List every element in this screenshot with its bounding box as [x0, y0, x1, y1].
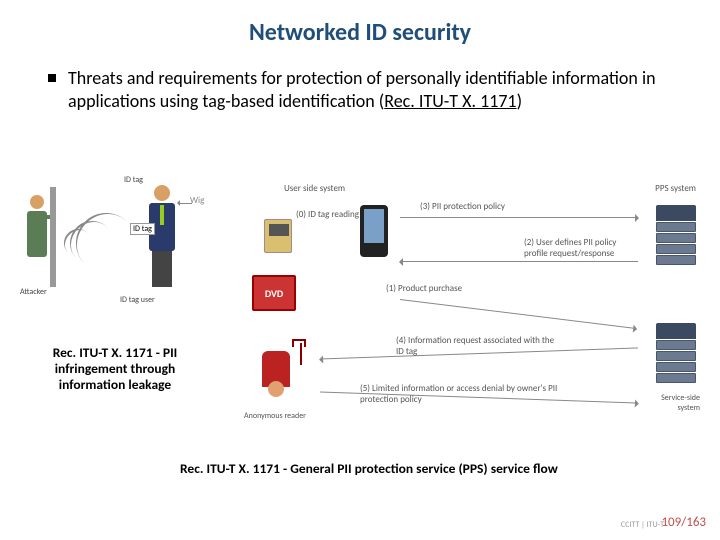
right-scene-pps-flow: User side system PPS system Service-side… [240, 183, 700, 433]
wig-label: Wig [190, 195, 204, 206]
flow-label-1: (1) Product purchase [386, 283, 462, 294]
leakage-caption: Rec. ITU-T X. 1171 - PII infringement th… [20, 345, 210, 394]
flow-caption: Rec. ITU-T X. 1171 - General PII protect… [180, 460, 558, 477]
left-scene-leakage: Attacker ID tag ID tag Wig ID tag user R… [20, 175, 230, 325]
slide-title: Networked ID security [0, 0, 720, 67]
figure-area: Attacker ID tag ID tag Wig ID tag user R… [20, 165, 700, 455]
arrow-purchase-icon [400, 299, 636, 329]
bullet-post: ) [517, 90, 522, 112]
bullet-text: Threats and requirements for protection … [68, 67, 672, 112]
flow-label-3: (3) PII protection policy [420, 201, 505, 212]
dvd-icon: DVD [252, 275, 296, 311]
rf-waves-icon [64, 199, 120, 279]
pps-server-icon [656, 205, 698, 266]
wall-icon [50, 187, 56, 287]
anonymous-reader-icon [256, 351, 296, 407]
rec-link[interactable]: Rec. ITU-T X. 1171 [384, 90, 516, 112]
bullet-pre: Threats and requirements for protection … [68, 67, 656, 112]
anonymous-reader-label: Anonymous reader [240, 411, 310, 421]
idtag-label: ID tag [130, 223, 155, 235]
page-number: 109/163 [661, 515, 706, 530]
wig-arrow-icon [178, 203, 192, 204]
flow-label-5: (5) Limited information or access denial… [360, 383, 560, 405]
bullet-block: Threats and requirements for protection … [0, 67, 720, 112]
attacker-label: Attacker [20, 287, 47, 297]
flow-label-0: (0) ID tag reading [296, 209, 359, 220]
arrow-userdef-icon [400, 261, 638, 262]
idtag-top-label: ID tag [124, 175, 143, 185]
user-label: ID tag user [120, 295, 155, 305]
pps-system-label: PPS system [655, 183, 696, 194]
id-reader-icon [264, 219, 292, 253]
service-server-icon [656, 323, 698, 384]
flow-label-4: (4) Information request associated with … [396, 335, 556, 357]
user-side-system-label: User side system [284, 183, 345, 194]
flow-label-2: (2) User defines PII policy profile requ… [524, 237, 634, 259]
service-side-label: Service-side system [640, 393, 700, 413]
phone-icon [360, 205, 388, 257]
attacker-figure [24, 195, 50, 273]
ccitt-mark: CCITT | ITU-T [621, 520, 664, 530]
bullet-marker [48, 74, 56, 82]
arrow-policy-icon [400, 217, 638, 218]
